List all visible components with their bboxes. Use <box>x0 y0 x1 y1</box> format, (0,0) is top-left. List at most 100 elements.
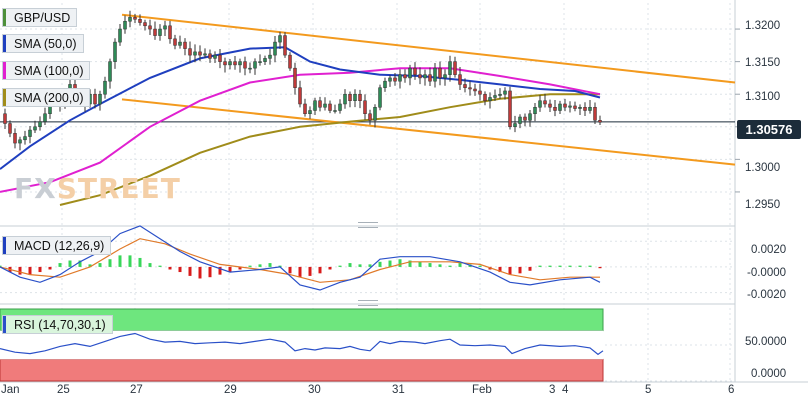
candle-body <box>353 93 357 101</box>
pane-resize-handle-rsi[interactable] <box>358 300 378 306</box>
y-tick-label: 1.3200 <box>745 20 781 32</box>
y-tick-label: 1.3150 <box>745 57 781 69</box>
candle-body <box>383 80 387 88</box>
rsi-y-tick-label: 0.0000 <box>751 368 787 380</box>
macd-histogram-bar <box>338 265 342 267</box>
candle-body <box>243 61 247 69</box>
legend-sma100[interactable]: SMA (100,0) <box>2 61 91 80</box>
macd-histogram-bar <box>348 263 352 267</box>
macd-histogram-bar <box>148 263 152 267</box>
x-tick-label: 25 <box>57 384 70 396</box>
macd-histogram-bar <box>28 266 32 275</box>
candle-body <box>568 105 572 108</box>
candle-body <box>333 110 337 112</box>
candle-body <box>163 25 167 30</box>
pane-resize-handle-macd[interactable] <box>358 222 378 228</box>
candle-body <box>3 113 7 124</box>
macd-y-tick-label: -0.0020 <box>747 289 787 301</box>
channel-lower-line <box>121 98 736 166</box>
candle-body <box>118 28 122 43</box>
candle-body <box>93 93 97 105</box>
macd-histogram-bar <box>48 266 52 270</box>
rsi-y-tick-label: 50.0000 <box>745 336 787 348</box>
sma50-color-swatch <box>3 35 6 52</box>
x-tick-label: 29 <box>224 384 237 396</box>
macd-histogram-bar <box>298 266 302 278</box>
pair-color-swatch <box>3 9 6 26</box>
legend-macd[interactable]: MACD (12,26,9) <box>2 236 112 255</box>
candle-body <box>468 87 472 90</box>
macd-histogram-bar <box>578 265 582 267</box>
candle-body <box>28 129 32 137</box>
candle-body <box>538 100 542 108</box>
macd-histogram-bar <box>108 259 112 267</box>
candle-body <box>433 67 437 82</box>
candle-body <box>463 84 467 88</box>
macd-histogram-bar <box>58 263 62 267</box>
candle-body <box>438 67 442 79</box>
candle-body <box>508 90 512 128</box>
legend-sma50[interactable]: SMA (50,0) <box>2 34 84 53</box>
candle-body <box>583 106 587 111</box>
y-tick-label: 1.3000 <box>745 162 781 174</box>
macd-histogram-bar <box>268 263 272 267</box>
macd-histogram-bar <box>508 266 512 275</box>
legend-sma50-label: SMA (50,0) <box>14 36 77 51</box>
candle-body <box>588 106 592 111</box>
macd-color-swatch <box>3 237 6 254</box>
x-tick-label: 30 <box>308 384 321 396</box>
sma100-line <box>0 67 601 193</box>
legend-rsi[interactable]: RSI (14,70,30,1) <box>2 315 113 334</box>
rsi-oversold-zone <box>0 358 604 382</box>
candle-body <box>478 90 482 95</box>
candle-body <box>573 105 577 109</box>
candle-body <box>428 74 432 82</box>
x-tick-label: Jan <box>1 384 20 396</box>
macd-histogram-bar <box>218 266 222 275</box>
macd-histogram-bar <box>158 265 162 267</box>
macd-histogram-bar <box>238 266 242 270</box>
candle-body <box>268 54 272 59</box>
macd-histogram-bar <box>428 263 432 267</box>
macd-histogram-bar <box>558 265 562 267</box>
candle-body <box>233 61 237 66</box>
x-tick-label: 6 <box>728 384 735 396</box>
candle-body <box>338 103 342 111</box>
candle-body <box>298 87 302 105</box>
candle-body <box>528 113 532 121</box>
candle-body <box>363 100 367 115</box>
sma100-color-swatch <box>3 62 6 79</box>
sma200-color-swatch <box>3 89 6 106</box>
macd-histogram-bar <box>398 259 402 267</box>
macd-histogram-bar <box>598 266 602 269</box>
logo-street-text: STREET <box>56 172 181 205</box>
candle-body <box>548 103 552 108</box>
candle-body <box>228 61 232 66</box>
macd-histogram-bar <box>248 265 252 267</box>
sma50-line <box>0 46 601 170</box>
rsi-series <box>0 332 604 356</box>
macd-histogram-bar <box>228 266 232 273</box>
candle-body <box>153 28 157 36</box>
candle-body <box>413 67 417 75</box>
fxstreet-logo: FXSTREET <box>14 172 181 205</box>
legend-pair[interactable]: GBP/USD <box>2 8 78 27</box>
last-price-label: 1.30576 <box>737 120 801 139</box>
candle-body <box>123 20 127 30</box>
macd-histogram-bar <box>458 263 462 267</box>
macd-histogram-bar <box>258 264 262 267</box>
macd-histogram-bar <box>528 266 532 271</box>
macd-histogram-bar <box>308 266 312 276</box>
macd-histogram-bar <box>18 266 22 275</box>
channel-upper-line <box>121 13 736 84</box>
macd-histogram-bar <box>68 260 72 267</box>
macd-histogram-bar <box>98 263 102 267</box>
macd-histogram-bar <box>568 265 572 267</box>
candle-body <box>113 41 117 62</box>
macd-series <box>0 225 602 291</box>
legend-sma200[interactable]: SMA (200,0) <box>2 88 91 107</box>
candle-body <box>533 106 537 115</box>
candle-body <box>378 87 382 108</box>
macd-histogram-bar <box>168 266 172 270</box>
candle-body <box>458 74 462 85</box>
